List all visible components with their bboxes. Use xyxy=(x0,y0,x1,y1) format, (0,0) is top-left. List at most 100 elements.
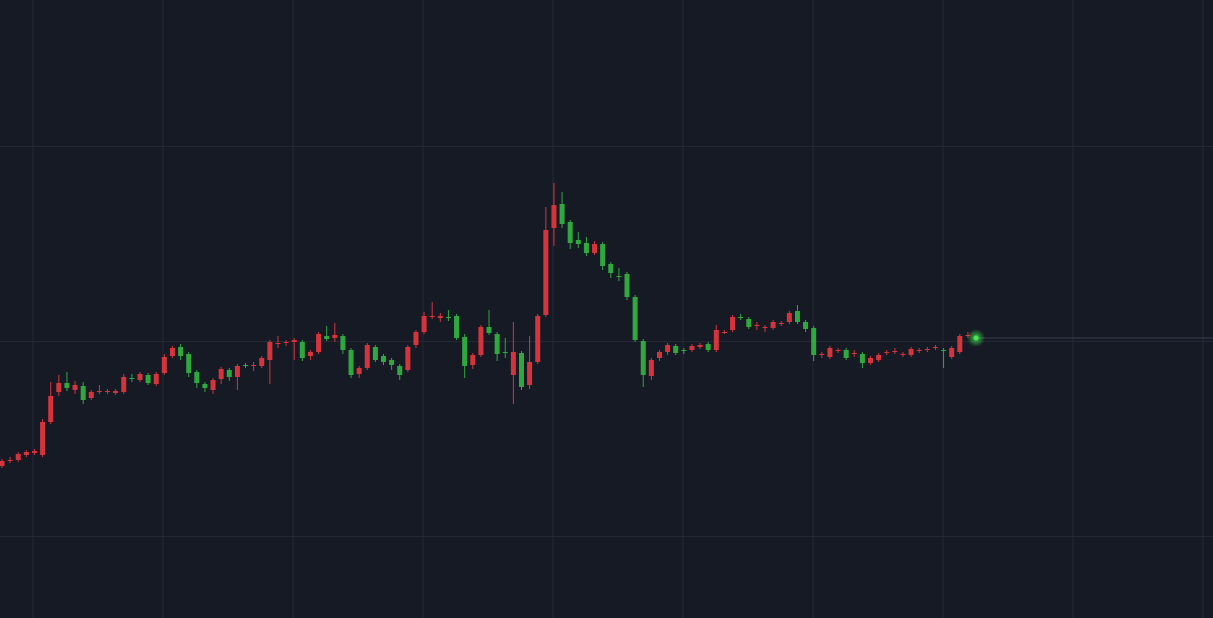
candle-body xyxy=(908,349,914,355)
candle-body xyxy=(31,451,37,453)
candle-body xyxy=(730,317,736,330)
candle-body xyxy=(941,350,947,351)
candle-body xyxy=(868,358,874,363)
candle-body xyxy=(746,319,752,327)
candle-body xyxy=(624,274,630,297)
candle-body xyxy=(389,360,395,365)
candle-body xyxy=(794,311,800,322)
candle-body xyxy=(210,380,216,390)
candle-body xyxy=(283,342,289,343)
candle-body xyxy=(56,383,62,392)
candle-body xyxy=(251,365,257,366)
candle-body xyxy=(316,334,322,352)
candle-body xyxy=(380,356,386,362)
candle-body xyxy=(7,460,13,461)
candle-body xyxy=(892,351,898,352)
candle-body xyxy=(932,347,938,348)
candle-body xyxy=(48,396,54,422)
candle-body xyxy=(656,352,662,358)
candle-body xyxy=(924,349,930,350)
candle-body xyxy=(518,353,524,387)
candle-body xyxy=(202,384,208,388)
candle-body xyxy=(23,452,29,455)
candle-body xyxy=(64,383,70,388)
candle-body xyxy=(307,352,313,356)
candle-body xyxy=(153,374,159,384)
candle-body xyxy=(583,243,589,253)
candle-body xyxy=(445,317,451,318)
candle-body xyxy=(178,347,184,356)
candle-body xyxy=(803,322,809,329)
candle-body xyxy=(186,354,192,373)
candle-body xyxy=(665,345,671,352)
candle-body xyxy=(0,461,5,466)
candle-body xyxy=(218,369,224,379)
candle-body xyxy=(324,336,330,339)
candle-body xyxy=(705,344,711,350)
candle-body xyxy=(916,350,922,351)
candle-body xyxy=(372,347,378,360)
candle-body xyxy=(843,350,849,358)
candle-body xyxy=(470,355,476,365)
candle-body xyxy=(291,340,297,342)
candle-body xyxy=(543,230,549,315)
candle-body xyxy=(527,362,533,385)
candle-body xyxy=(405,347,411,370)
candle-body xyxy=(96,391,102,392)
candle-body xyxy=(551,205,557,228)
candle-body xyxy=(616,276,622,277)
candle-body xyxy=(243,365,249,366)
candle-body xyxy=(876,355,882,360)
candle-body xyxy=(113,391,119,393)
candle-body xyxy=(713,330,719,350)
candle-body xyxy=(88,392,94,398)
candle-body xyxy=(673,346,679,353)
candle-body xyxy=(778,323,784,324)
candle-body xyxy=(421,316,427,332)
candle-body xyxy=(299,342,305,358)
candle-body xyxy=(567,222,573,243)
candle-body xyxy=(275,343,281,344)
candle-body xyxy=(819,354,825,355)
candle-body xyxy=(194,372,200,383)
candle-body xyxy=(129,378,135,379)
candle-body xyxy=(462,337,468,366)
candle-body xyxy=(226,370,232,377)
candle-body xyxy=(502,352,508,353)
candle-body xyxy=(145,375,151,383)
candle-body xyxy=(592,244,598,253)
candle-body xyxy=(413,332,419,345)
candle-body xyxy=(754,325,760,326)
candle-body xyxy=(105,391,111,392)
candle-body xyxy=(786,313,792,322)
candle-body xyxy=(600,244,606,266)
candle-body xyxy=(738,317,744,318)
candle-body xyxy=(332,335,338,338)
candle-body xyxy=(681,350,687,351)
candle-body xyxy=(137,374,143,380)
candle-body xyxy=(535,316,541,362)
candle-body xyxy=(697,345,703,347)
candle-body xyxy=(949,348,955,357)
candle-body xyxy=(827,348,833,357)
candle-body xyxy=(811,328,817,355)
candle-body xyxy=(770,322,776,328)
candle-body xyxy=(721,332,727,333)
candle-body xyxy=(15,454,21,460)
candle-body xyxy=(429,316,435,317)
candle-body xyxy=(859,354,865,363)
candle-body xyxy=(40,422,46,455)
candle-body xyxy=(494,334,500,354)
candle-body xyxy=(454,316,460,338)
candle-body xyxy=(348,350,354,375)
candle-body xyxy=(689,346,695,350)
candle-body xyxy=(72,385,78,390)
candle-body xyxy=(340,336,346,350)
candle-body xyxy=(957,336,963,352)
candle-body xyxy=(397,366,403,375)
candle-body xyxy=(559,204,565,224)
candle-body xyxy=(851,353,857,354)
candle-body xyxy=(632,297,638,340)
